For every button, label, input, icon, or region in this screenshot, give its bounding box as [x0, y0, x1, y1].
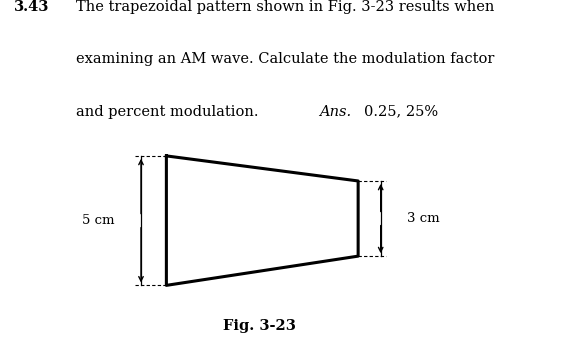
Text: Fig. 3-23: Fig. 3-23	[223, 319, 296, 333]
Text: 3 cm: 3 cm	[407, 212, 439, 225]
Text: examining an AM wave. Calculate the modulation factor: examining an AM wave. Calculate the modu…	[76, 53, 495, 66]
Text: and percent modulation.: and percent modulation.	[76, 105, 259, 119]
Text: 5 cm: 5 cm	[82, 214, 115, 227]
Text: The trapezoidal pattern shown in Fig. 3-23 results when: The trapezoidal pattern shown in Fig. 3-…	[76, 0, 495, 14]
Text: 3.43: 3.43	[14, 0, 50, 14]
Text: Ans.: Ans.	[319, 105, 351, 119]
Text: 0.25, 25%: 0.25, 25%	[364, 105, 438, 119]
